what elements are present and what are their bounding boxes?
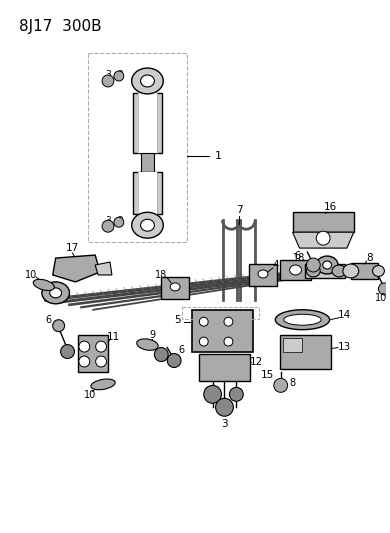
Ellipse shape [290,265,301,275]
Circle shape [378,283,390,295]
Bar [351,263,378,279]
Text: 10: 10 [375,293,388,303]
Bar [292,212,354,232]
Ellipse shape [170,283,180,291]
Text: 13: 13 [338,342,351,352]
Polygon shape [95,262,112,275]
Text: 4: 4 [273,260,279,270]
Ellipse shape [42,282,69,304]
Circle shape [96,341,106,352]
Text: 6: 6 [178,344,184,354]
Text: 2: 2 [117,69,122,78]
Text: 7: 7 [236,205,243,215]
Bar [199,353,250,382]
Circle shape [102,75,114,87]
Ellipse shape [284,314,321,325]
Text: 5: 5 [174,314,181,325]
Circle shape [79,341,90,352]
Bar [280,335,331,369]
Polygon shape [292,232,354,248]
Circle shape [224,317,233,326]
Text: 15: 15 [261,370,275,381]
Circle shape [102,220,114,232]
Circle shape [114,71,124,81]
Ellipse shape [343,264,359,278]
Text: 12: 12 [250,357,263,367]
Bar [78,335,108,373]
Ellipse shape [132,68,163,94]
Circle shape [307,258,320,272]
Bar [305,264,345,278]
Circle shape [316,231,330,245]
Text: 9: 9 [149,329,156,340]
Ellipse shape [316,256,338,274]
Bar [249,264,277,286]
Ellipse shape [323,261,332,269]
Text: 17: 17 [66,243,79,253]
Text: 6: 6 [46,314,52,325]
Ellipse shape [258,270,268,278]
Ellipse shape [372,265,385,277]
Circle shape [199,317,208,326]
Ellipse shape [332,265,346,277]
Polygon shape [53,255,100,282]
Bar [133,93,162,152]
Ellipse shape [275,310,330,330]
Text: 6: 6 [294,251,301,261]
Ellipse shape [33,279,54,290]
Bar [138,93,157,152]
Bar [192,310,253,352]
Text: 3: 3 [105,69,111,78]
Text: 3: 3 [105,216,111,225]
Circle shape [53,320,65,332]
Bar [161,277,189,299]
Circle shape [114,217,124,227]
Circle shape [199,337,208,346]
Ellipse shape [50,288,62,298]
Text: 10: 10 [84,390,96,400]
Text: 10: 10 [25,270,37,280]
Text: 18: 18 [293,253,306,263]
Text: 3: 3 [221,419,228,429]
Bar [182,307,259,319]
Bar [140,152,154,173]
Text: 18: 18 [155,270,167,280]
Text: 8: 8 [366,253,373,263]
Circle shape [60,345,74,359]
Circle shape [167,353,181,367]
Bar [283,337,303,352]
Ellipse shape [137,339,158,350]
Text: 14: 14 [338,310,351,320]
Circle shape [79,356,90,367]
Text: 8: 8 [289,378,296,389]
Circle shape [216,398,233,416]
Text: 16: 16 [323,203,337,212]
Circle shape [229,387,243,401]
Text: 1: 1 [215,151,222,160]
Circle shape [204,385,222,403]
Bar [88,53,187,242]
Ellipse shape [132,212,163,238]
Text: 11: 11 [107,332,121,342]
Text: 8J17  300B: 8J17 300B [19,19,102,34]
Bar [133,173,162,214]
Bar [138,173,157,214]
Circle shape [96,356,106,367]
Ellipse shape [307,265,320,277]
Circle shape [274,378,288,392]
Bar [280,260,311,280]
Text: 2: 2 [117,216,122,225]
Circle shape [224,337,233,346]
Ellipse shape [91,379,115,390]
Circle shape [154,348,168,361]
Ellipse shape [140,219,154,231]
Ellipse shape [140,75,154,87]
